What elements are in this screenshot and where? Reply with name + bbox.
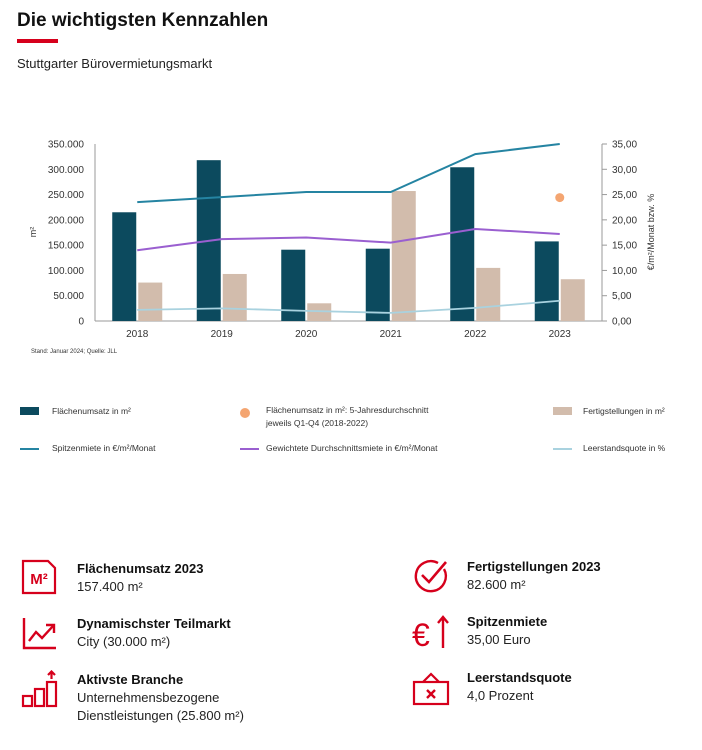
kpi-value-spitzenmiete: 35,00 Euro (467, 631, 531, 649)
bar-fertigstellungen (476, 268, 500, 321)
x-tick-label: 2019 (211, 329, 234, 340)
bar-fertigstellungen (392, 191, 416, 321)
legend-line-leerstand (553, 448, 572, 450)
point-5-jahresdurchschnitt (555, 193, 564, 202)
title-accent-bar (17, 39, 58, 43)
bar-flaechenumsatz (450, 167, 474, 321)
right-tick-label: 10,00 (612, 266, 637, 277)
right-tick-label: 5,00 (612, 291, 632, 302)
left-tick-label: 250.000 (48, 190, 85, 201)
legend-dot-durchschnitt (240, 408, 250, 418)
combo-chart: 0 50.000 100.000 150.000 200.000 250.000 300.0… (0, 128, 702, 343)
right-tick-label: 25,00 (612, 190, 637, 201)
legend-label-spitzenmiete: Spitzenmiete in €/m²/Monat (52, 442, 155, 455)
x-tick-label: 2020 (295, 329, 318, 340)
kpi-title-branche: Aktivste Branche (77, 672, 183, 687)
left-tick-label: 350.000 (48, 140, 85, 151)
kpi-value-branche-line2: Dienstleistungen (25.800 m²) (77, 707, 244, 725)
legend-label-flaechenumsatz: Flächenumsatz in m² (52, 405, 131, 418)
x-tick-label: 2022 (464, 329, 487, 340)
bar-flaechenumsatz (535, 241, 559, 321)
x-tick-label: 2021 (380, 329, 403, 340)
bar-flaechenumsatz (366, 249, 390, 321)
source-note: Stand: Januar 2024; Quelle: JLL (31, 349, 117, 355)
legend-label-durchschnittsmiete: Gewichtete Durchschnittsmiete in €/m²/Mo… (266, 442, 437, 455)
kpi-value-branche-line1: Unternehmensbezogene (77, 689, 219, 707)
left-tick-label: 0 (78, 317, 84, 328)
kpi-title-teilmarkt: Dynamischster Teilmarkt (77, 616, 231, 631)
left-axis-label: m² (28, 227, 38, 238)
x-tick-label: 2023 (549, 329, 572, 340)
legend-line-durchschnittsmiete (240, 448, 259, 450)
bar-fertigstellungen (561, 279, 585, 321)
trend-chart-icon (20, 614, 60, 654)
m2-icon-text: M² (30, 571, 48, 588)
legend-label-durchschnitt-2: jeweils Q1-Q4 (2018-2022) (266, 417, 368, 430)
page-subtitle: Stuttgarter Bürovermietungsmarkt (17, 56, 212, 71)
left-tick-label: 100.000 (48, 266, 85, 277)
kpi-value-teilmarkt: City (30.000 m²) (77, 633, 170, 651)
right-tick-label: 35,00 (612, 140, 637, 151)
left-tick-label: 300.000 (48, 165, 85, 176)
legend-line-spitzenmiete (20, 448, 39, 450)
svg-text:€: € (412, 617, 430, 652)
left-tick-label: 200.000 (48, 215, 85, 226)
chart-points (555, 193, 564, 202)
legend-swatch-fertigstellungen (553, 407, 572, 415)
euro-up-icon: € (411, 612, 451, 652)
left-tick-label: 150.000 (48, 241, 85, 252)
legend-label-fertigstellungen: Fertigstellungen in m² (583, 405, 665, 418)
legend-swatch-flaechenumsatz (20, 407, 39, 415)
kpi-title-fertigstellungen: Fertigstellungen 2023 (467, 559, 601, 574)
kpi-title-flaechenumsatz: Flächenumsatz 2023 (77, 561, 203, 576)
kpi-value-flaechenumsatz: 157.400 m² (77, 578, 143, 596)
kpi-title-leerstand: Leerstandsquote (467, 670, 572, 685)
right-tick-label: 30,00 (612, 165, 637, 176)
page-title: Die wichtigsten Kennzahlen (17, 10, 268, 32)
bar-growth-icon (20, 670, 60, 710)
left-tick-label: 50.000 (53, 291, 84, 302)
bar-flaechenumsatz (112, 212, 136, 321)
bar-fertigstellungen (223, 274, 247, 321)
vacancy-sign-icon (411, 670, 451, 710)
m2-icon: M² (20, 558, 60, 598)
checkmark-icon (411, 556, 451, 596)
right-axis-label: €/m²/Monat bzw. % (646, 194, 656, 271)
kpi-value-fertigstellungen: 82.600 m² (467, 576, 526, 594)
x-tick-label: 2018 (126, 329, 149, 340)
right-tick-label: 20,00 (612, 215, 637, 226)
legend-label-durchschnitt-1: Flächenumsatz in m²: 5-Jahresdurchschnit… (266, 404, 429, 417)
kpi-title-spitzenmiete: Spitzenmiete (467, 614, 547, 629)
legend-label-leerstand: Leerstandsquote in % (583, 442, 665, 455)
bar-fertigstellungen (138, 283, 162, 321)
right-tick-label: 15,00 (612, 241, 637, 252)
kpi-value-leerstand: 4,0 Prozent (467, 687, 534, 705)
right-tick-label: 0,00 (612, 317, 632, 328)
